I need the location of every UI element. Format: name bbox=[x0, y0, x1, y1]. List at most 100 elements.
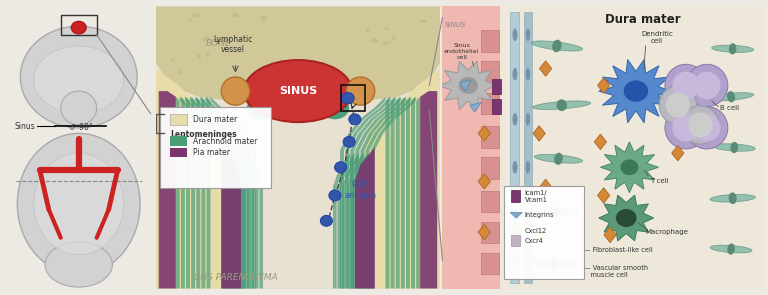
Polygon shape bbox=[221, 148, 241, 289]
Bar bbox=[524, 12, 532, 283]
Ellipse shape bbox=[525, 161, 530, 173]
Text: Pia mater: Pia mater bbox=[193, 148, 230, 157]
Ellipse shape bbox=[531, 41, 582, 51]
Polygon shape bbox=[176, 97, 225, 289]
Ellipse shape bbox=[329, 190, 341, 201]
Bar bbox=[511, 12, 519, 283]
Text: Cxcl12: Cxcl12 bbox=[525, 228, 547, 234]
Polygon shape bbox=[511, 224, 522, 237]
Bar bbox=[511, 190, 521, 202]
Bar bbox=[481, 157, 498, 178]
FancyBboxPatch shape bbox=[504, 186, 584, 279]
Ellipse shape bbox=[247, 97, 275, 119]
Ellipse shape bbox=[371, 38, 378, 43]
Ellipse shape bbox=[71, 21, 86, 34]
Ellipse shape bbox=[341, 93, 354, 104]
Polygon shape bbox=[599, 60, 673, 123]
Ellipse shape bbox=[709, 93, 753, 101]
Ellipse shape bbox=[34, 46, 124, 114]
Ellipse shape bbox=[20, 26, 137, 128]
Bar bbox=[481, 93, 498, 114]
Ellipse shape bbox=[384, 27, 389, 30]
Polygon shape bbox=[350, 97, 399, 289]
Polygon shape bbox=[478, 173, 491, 189]
Ellipse shape bbox=[621, 159, 638, 175]
Ellipse shape bbox=[202, 36, 209, 42]
Polygon shape bbox=[598, 188, 610, 203]
Polygon shape bbox=[604, 227, 616, 243]
Text: SINUS: SINUS bbox=[445, 22, 466, 28]
Ellipse shape bbox=[512, 161, 518, 173]
Bar bbox=[442, 6, 501, 289]
Bar bbox=[481, 61, 498, 83]
Text: Lymphatic
vessel: Lymphatic vessel bbox=[213, 35, 253, 55]
Ellipse shape bbox=[694, 72, 720, 99]
Ellipse shape bbox=[512, 68, 518, 81]
Text: Cxcr4: Cxcr4 bbox=[525, 237, 544, 244]
Polygon shape bbox=[186, 97, 236, 289]
Ellipse shape bbox=[170, 58, 174, 62]
Polygon shape bbox=[201, 97, 251, 289]
Ellipse shape bbox=[321, 97, 349, 119]
Ellipse shape bbox=[525, 68, 530, 81]
Ellipse shape bbox=[34, 153, 124, 255]
Polygon shape bbox=[156, 68, 233, 289]
Ellipse shape bbox=[244, 60, 352, 122]
Ellipse shape bbox=[458, 77, 478, 94]
Text: T cell: T cell bbox=[650, 178, 669, 184]
Bar bbox=[511, 235, 521, 246]
Ellipse shape bbox=[665, 64, 707, 106]
Polygon shape bbox=[159, 91, 176, 289]
Ellipse shape bbox=[206, 52, 210, 57]
Ellipse shape bbox=[533, 101, 591, 109]
Bar bbox=[61, 15, 97, 35]
Polygon shape bbox=[224, 153, 245, 289]
Polygon shape bbox=[601, 142, 658, 193]
Text: SINUS: SINUS bbox=[279, 86, 317, 96]
Ellipse shape bbox=[512, 28, 518, 41]
Polygon shape bbox=[233, 153, 254, 289]
Ellipse shape bbox=[550, 257, 558, 269]
Ellipse shape bbox=[694, 114, 720, 142]
Polygon shape bbox=[181, 97, 230, 289]
Ellipse shape bbox=[552, 40, 561, 52]
Bar bbox=[481, 253, 498, 274]
Polygon shape bbox=[333, 153, 354, 289]
Ellipse shape bbox=[525, 209, 530, 222]
Ellipse shape bbox=[659, 86, 697, 124]
Bar bbox=[481, 126, 498, 148]
Bar bbox=[481, 222, 498, 243]
Ellipse shape bbox=[392, 35, 396, 40]
Ellipse shape bbox=[686, 64, 728, 106]
Bar bbox=[340, 86, 365, 111]
Ellipse shape bbox=[672, 72, 700, 99]
Polygon shape bbox=[156, 6, 440, 105]
Polygon shape bbox=[366, 97, 415, 289]
Ellipse shape bbox=[730, 142, 738, 153]
Polygon shape bbox=[360, 97, 410, 289]
Bar bbox=[170, 148, 187, 157]
Polygon shape bbox=[539, 61, 551, 76]
Text: $\circlearrowleft$ 90°: $\circlearrowleft$ 90° bbox=[67, 121, 94, 132]
Ellipse shape bbox=[666, 93, 690, 118]
Polygon shape bbox=[238, 153, 259, 289]
Polygon shape bbox=[478, 126, 491, 141]
Ellipse shape bbox=[713, 144, 755, 151]
Polygon shape bbox=[340, 97, 389, 289]
Bar bbox=[170, 136, 187, 146]
Ellipse shape bbox=[688, 112, 713, 137]
Text: Dura mater: Dura mater bbox=[193, 115, 237, 124]
Bar bbox=[481, 30, 498, 52]
Ellipse shape bbox=[18, 133, 140, 274]
Ellipse shape bbox=[192, 13, 200, 18]
Polygon shape bbox=[363, 68, 440, 289]
Ellipse shape bbox=[512, 254, 518, 267]
Text: Dendritic
cell: Dendritic cell bbox=[641, 31, 673, 44]
Ellipse shape bbox=[335, 162, 346, 173]
Ellipse shape bbox=[528, 208, 579, 216]
Bar bbox=[170, 114, 187, 125]
Ellipse shape bbox=[531, 259, 576, 267]
Polygon shape bbox=[345, 97, 395, 289]
Ellipse shape bbox=[554, 153, 563, 165]
Ellipse shape bbox=[512, 113, 518, 126]
